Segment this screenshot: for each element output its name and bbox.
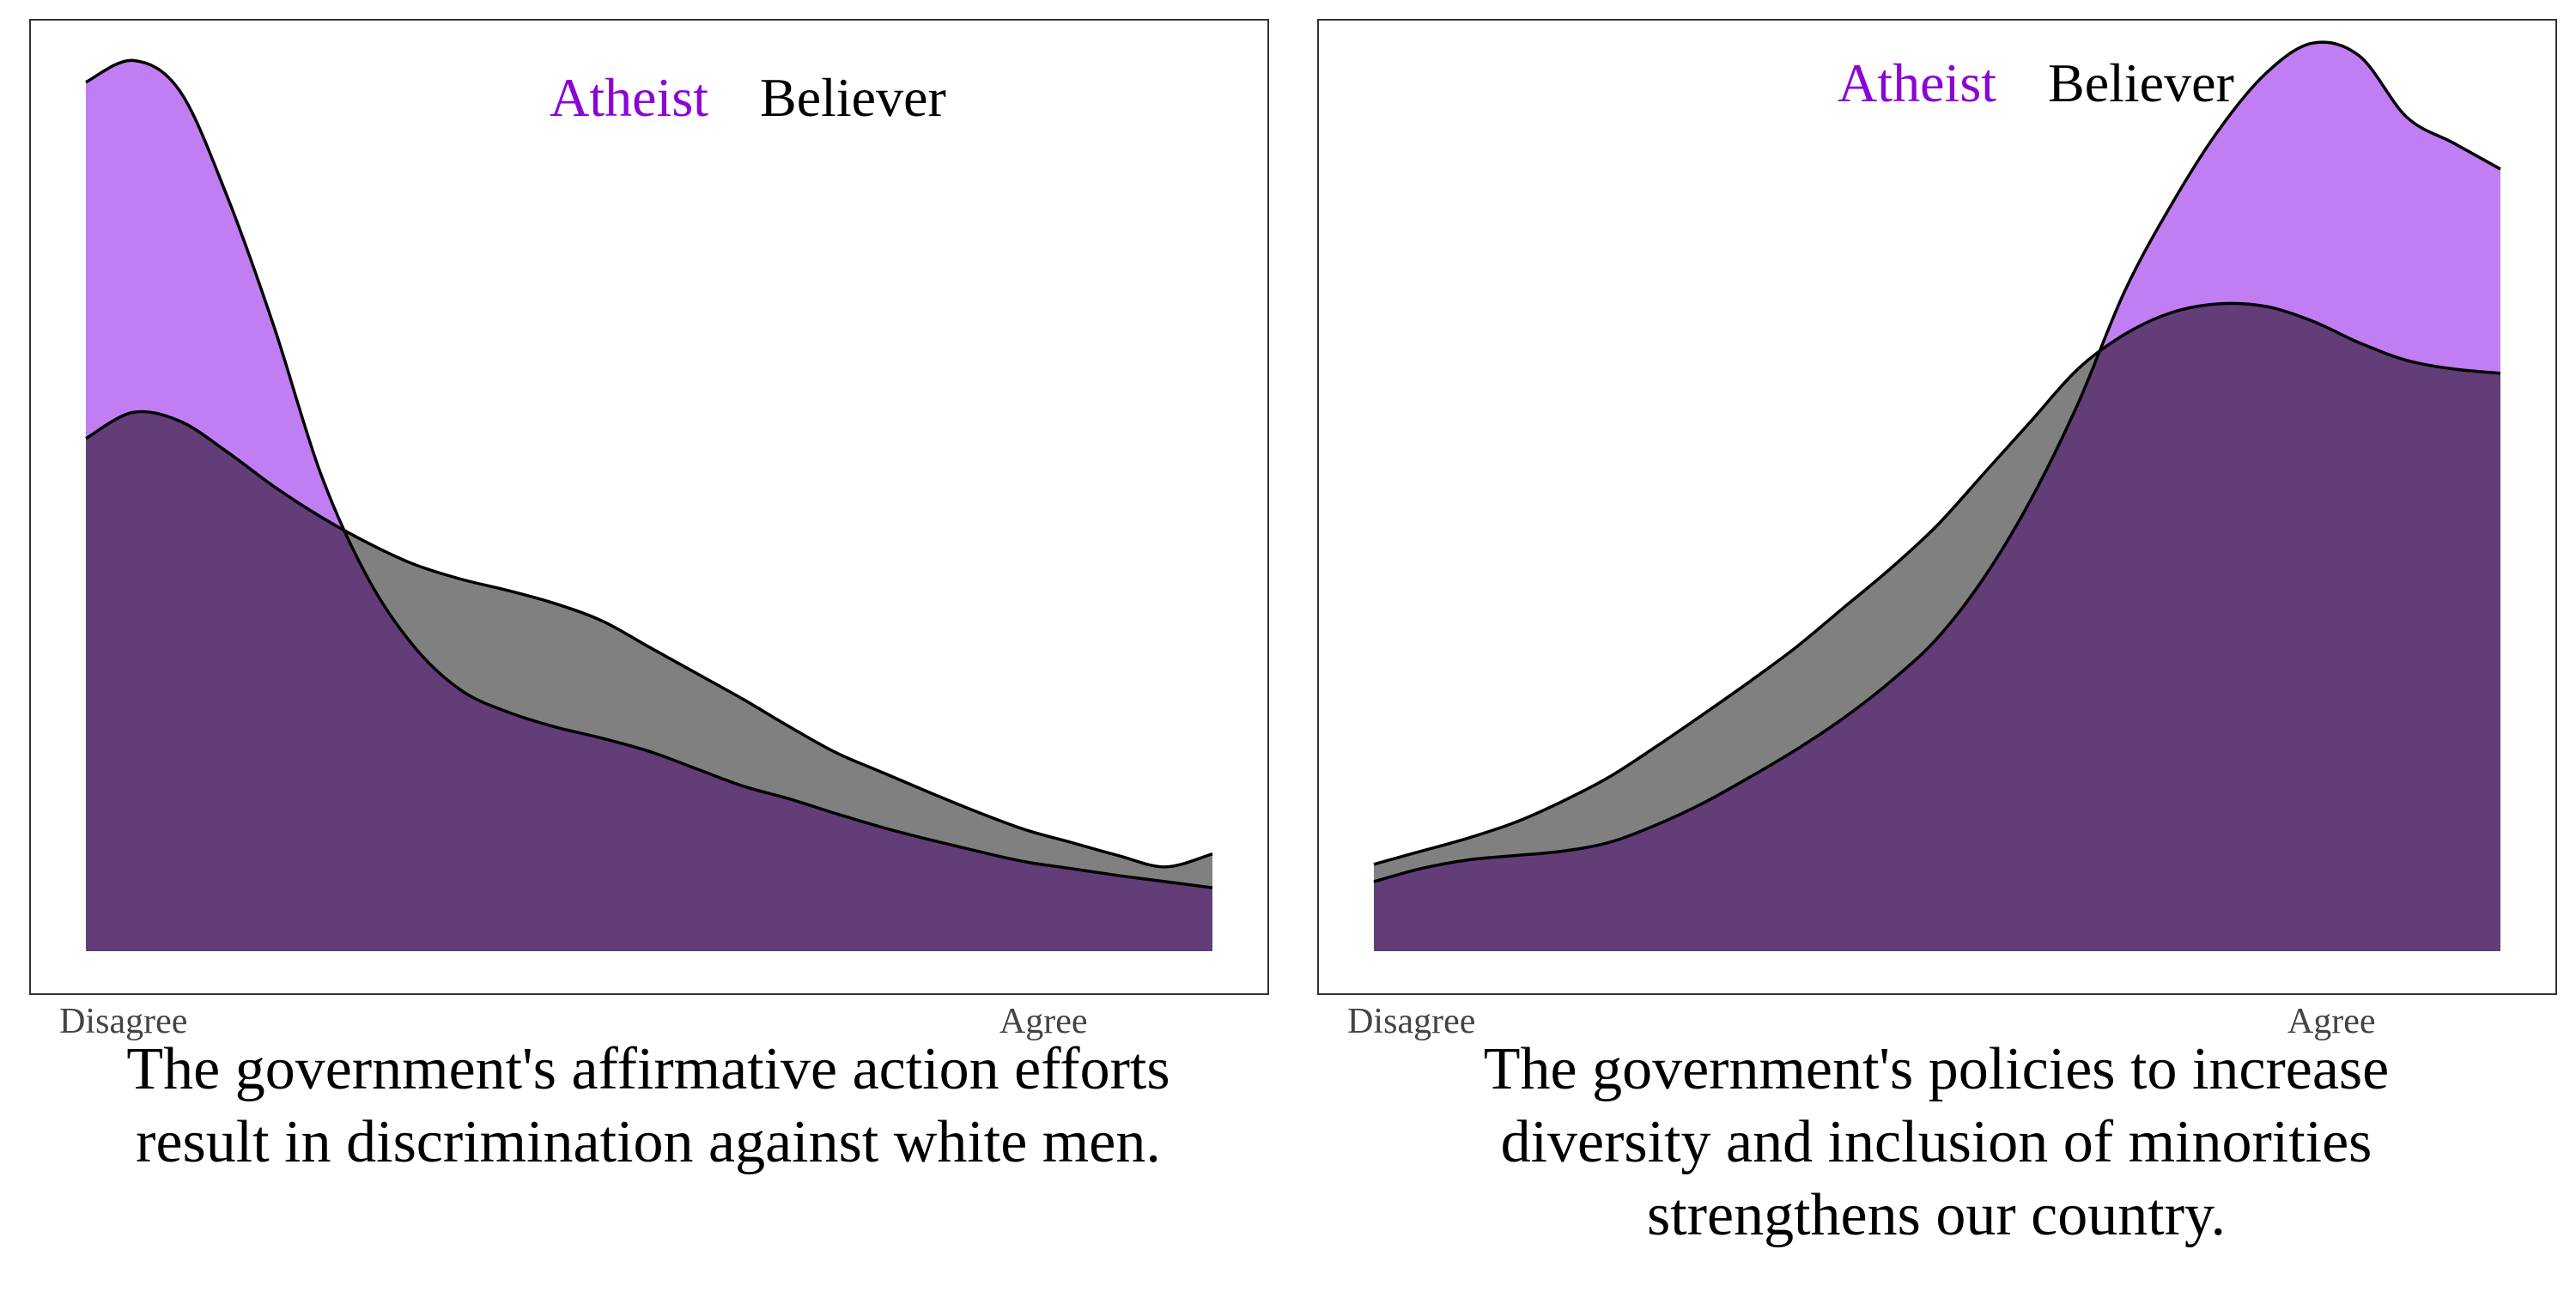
legend-believer: Believer <box>2048 52 2234 113</box>
atheist-line <box>1373 40 2501 883</box>
chart-title-line: diversity and inclusion of minorities <box>1501 1109 2372 1175</box>
chart-title-line: strengthens our country. <box>1647 1182 2226 1248</box>
atheist-line <box>85 58 1213 889</box>
chart-title-line: result in discrimination against white m… <box>136 1109 1161 1175</box>
legend-believer: Believer <box>760 67 946 128</box>
legend-atheist: Atheist <box>550 67 708 128</box>
legend-atheist: Atheist <box>1838 52 1996 113</box>
tick-label-agree: Agree <box>999 1002 1088 1041</box>
believer-line <box>85 409 1213 869</box>
chart-title-line: The government's policies to increase <box>1484 1036 2389 1102</box>
tick-label-disagree: Disagree <box>1347 1002 1475 1041</box>
believer-line <box>1373 301 2501 866</box>
tick-label-agree: Agree <box>2287 1002 2376 1041</box>
tick-label-disagree: Disagree <box>59 1002 187 1041</box>
chart-title-line: The government's affirmative action effo… <box>126 1036 1170 1102</box>
